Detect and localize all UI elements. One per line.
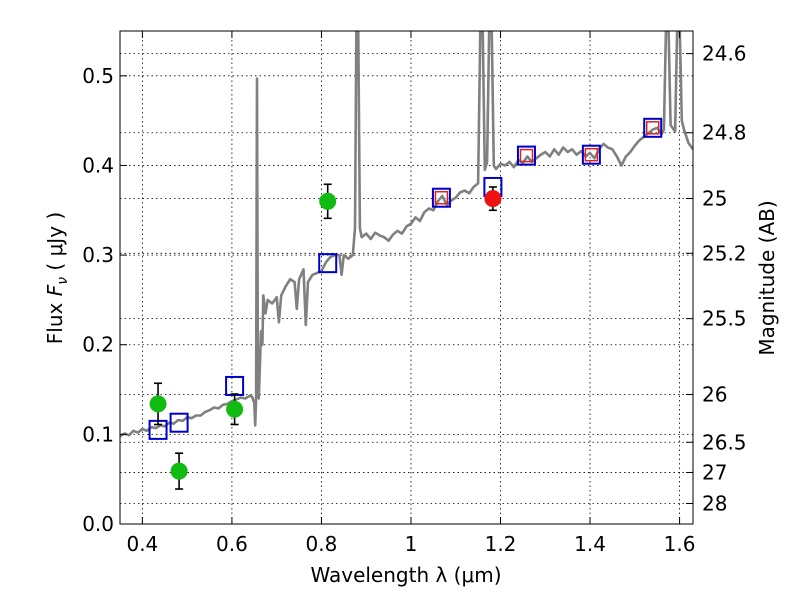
- y-tick-label: 0.3: [82, 243, 114, 267]
- mag-tick-label: 24.8: [702, 121, 747, 145]
- mag-tick-label: 25.2: [702, 241, 747, 265]
- photometry-red-square: [434, 190, 449, 205]
- y-tick-label: 0.1: [82, 422, 114, 446]
- x-tick-label: 1: [405, 532, 418, 556]
- mag-tick-label: 26.5: [702, 430, 747, 454]
- mag-tick-label: 27: [702, 460, 727, 484]
- mag-tick-label: 28: [702, 491, 727, 515]
- mag-tick-label: 26: [702, 382, 727, 406]
- x-tick-label: 1.4: [574, 532, 606, 556]
- ticks: 0.4 0.6 0.8 1 1.2 1.4 1.6 0.0 0.1 0.2 0.3 0.4 0.5 24.…: [82, 31, 747, 556]
- y-axis-title-unit: ( μJy ): [43, 212, 67, 277]
- photometry-point: [149, 395, 167, 413]
- photometry-point: [484, 190, 502, 208]
- y-tick-label: 0.0: [82, 512, 114, 536]
- photometry-point: [226, 400, 244, 418]
- x-tick-label: 0.8: [306, 532, 338, 556]
- grid: [120, 31, 693, 524]
- x-tick-label: 0.4: [126, 532, 158, 556]
- y-tick-label: 0.5: [82, 64, 114, 88]
- model-band-square: [318, 253, 338, 274]
- mag-tick-label: 24.6: [702, 42, 747, 66]
- x-tick-label: 0.6: [216, 532, 248, 556]
- y-axis-title-prefix: Flux: [43, 296, 67, 344]
- y-axis-title: Flux Fν ( μJy ): [43, 212, 71, 344]
- x-axis-title: Wavelength λ (μm): [310, 563, 501, 587]
- plot-area: [120, 31, 693, 438]
- y-tick-label: 0.2: [82, 333, 114, 357]
- model-band-square: [431, 187, 451, 208]
- model-band-square: [581, 144, 601, 165]
- photometry-red-square: [645, 121, 660, 135]
- photometry-red-square: [584, 147, 599, 162]
- photometry-red-square: [519, 148, 534, 163]
- y-tick-label: 0.4: [82, 153, 114, 177]
- markers: [148, 117, 663, 490]
- x-tick-label: 1.2: [485, 532, 517, 556]
- y-axis-title-subscript: ν: [55, 277, 71, 285]
- model-band-square: [643, 117, 663, 138]
- y-axis-title-symbol: F: [43, 284, 67, 296]
- photometry-point: [170, 462, 188, 480]
- mag-tick-label: 25.5: [702, 307, 747, 331]
- model-band-square: [516, 145, 536, 166]
- plot-frame: [119, 30, 694, 525]
- x-tick-label: 1.6: [664, 532, 696, 556]
- mag-tick-label: 25: [702, 187, 727, 211]
- y2-axis-title: Magnitude (AB): [755, 200, 779, 355]
- spectrum-line: [120, 31, 693, 438]
- photometry-point: [319, 192, 337, 210]
- model-band-square: [169, 412, 189, 433]
